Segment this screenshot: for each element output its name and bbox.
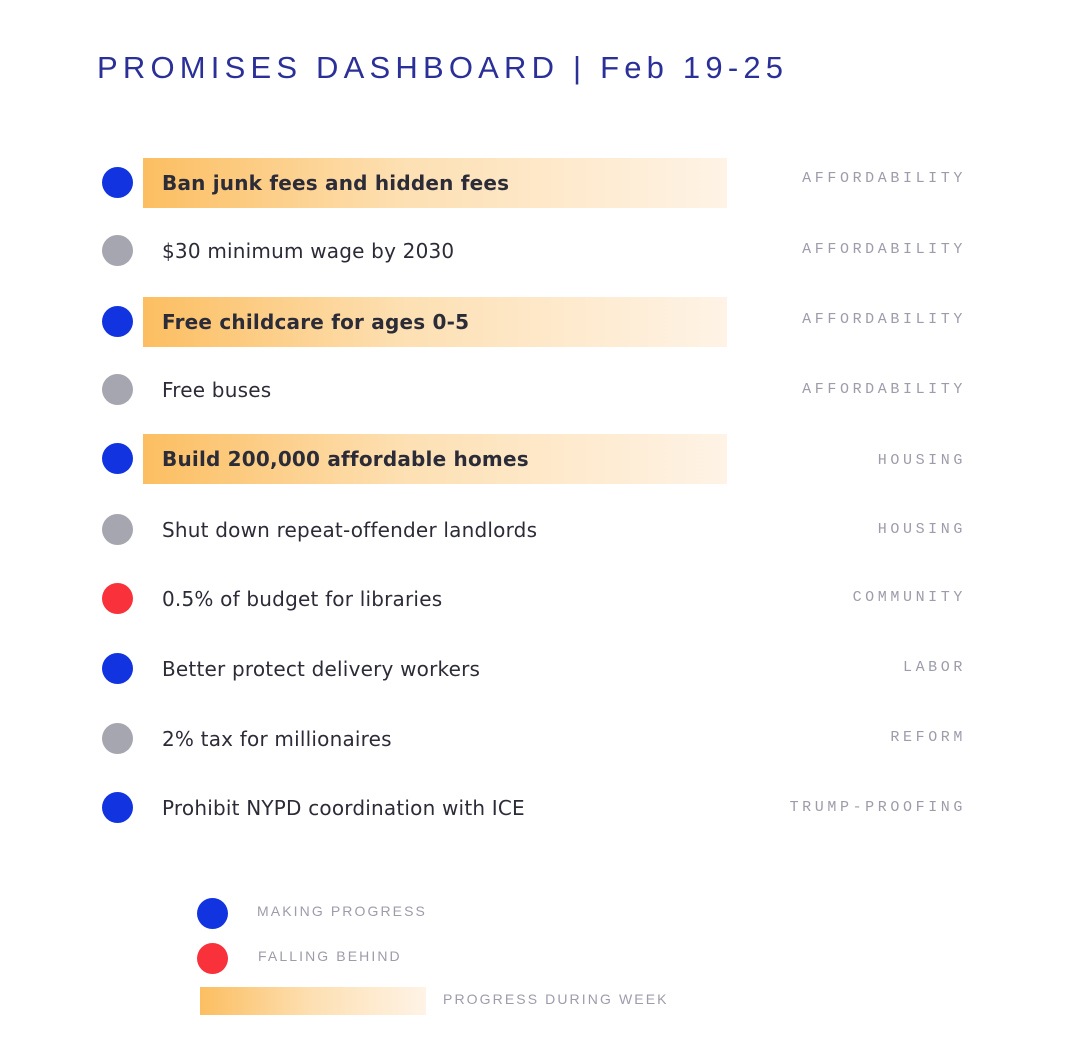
promise-text: $30 minimum wage by 2030 bbox=[162, 239, 455, 263]
promise-text: Prohibit NYPD coordination with ICE bbox=[162, 796, 525, 820]
promise-category: AFFORDABILITY bbox=[802, 170, 966, 187]
status-dot bbox=[102, 306, 133, 337]
legend-weekly-progress-swatch bbox=[200, 987, 426, 1015]
weekly-progress-highlight bbox=[143, 297, 727, 347]
weekly-progress-highlight bbox=[143, 434, 727, 484]
promise-row: Free buses bbox=[0, 365, 1067, 415]
weekly-progress-highlight bbox=[143, 158, 727, 208]
promise-category: COMMUNITY bbox=[852, 589, 966, 606]
promise-category: HOUSING bbox=[877, 452, 966, 469]
promise-category: AFFORDABILITY bbox=[802, 311, 966, 328]
promise-row: $30 minimum wage by 2030 bbox=[0, 226, 1067, 276]
promise-text: Better protect delivery workers bbox=[162, 657, 481, 681]
page-title: PROMISES DASHBOARD | Feb 19-25 bbox=[97, 50, 789, 85]
promise-category: REFORM bbox=[890, 729, 966, 746]
promise-text: Build 200,000 affordable homes bbox=[162, 447, 529, 471]
promise-category: HOUSING bbox=[877, 521, 966, 538]
status-dot bbox=[102, 443, 133, 474]
promise-row: 0.5% of budget for libraries bbox=[0, 574, 1067, 624]
promise-text: 0.5% of budget for libraries bbox=[162, 587, 443, 611]
promise-row: 2% tax for millionaires bbox=[0, 714, 1067, 764]
status-dot bbox=[102, 514, 133, 545]
promise-category: AFFORDABILITY bbox=[802, 381, 966, 398]
legend-making-progress-label: MAKING PROGRESS bbox=[257, 903, 427, 919]
status-dot bbox=[102, 653, 133, 684]
legend-falling-behind-dot bbox=[197, 943, 228, 974]
promise-text: 2% tax for millionaires bbox=[162, 727, 392, 751]
promise-text: Free buses bbox=[162, 378, 272, 402]
promise-row: Prohibit NYPD coordination with ICE bbox=[0, 783, 1067, 833]
legend-making-progress-dot bbox=[197, 898, 228, 929]
status-dot bbox=[102, 723, 133, 754]
promise-category: LABOR bbox=[902, 659, 966, 676]
promise-text: Shut down repeat-offender landlords bbox=[162, 518, 538, 542]
legend-weekly-progress-label: PROGRESS DURING WEEK bbox=[443, 991, 669, 1007]
promise-category: TRUMP-PROOFING bbox=[789, 799, 966, 816]
status-dot bbox=[102, 374, 133, 405]
promise-text: Free childcare for ages 0-5 bbox=[162, 310, 470, 334]
promise-row: Ban junk fees and hidden fees bbox=[0, 158, 1067, 208]
promise-row: Better protect delivery workers bbox=[0, 644, 1067, 694]
promise-row: Build 200,000 affordable homes bbox=[0, 434, 1067, 484]
status-dot bbox=[102, 583, 133, 614]
promise-row: Free childcare for ages 0-5 bbox=[0, 297, 1067, 347]
promise-category: AFFORDABILITY bbox=[802, 241, 966, 258]
status-dot bbox=[102, 235, 133, 266]
promise-text: Ban junk fees and hidden fees bbox=[162, 171, 510, 195]
status-dot bbox=[102, 167, 133, 198]
legend-falling-behind-label: FALLING BEHIND bbox=[258, 948, 402, 964]
promise-row: Shut down repeat-offender landlords bbox=[0, 505, 1067, 555]
status-dot bbox=[102, 792, 133, 823]
